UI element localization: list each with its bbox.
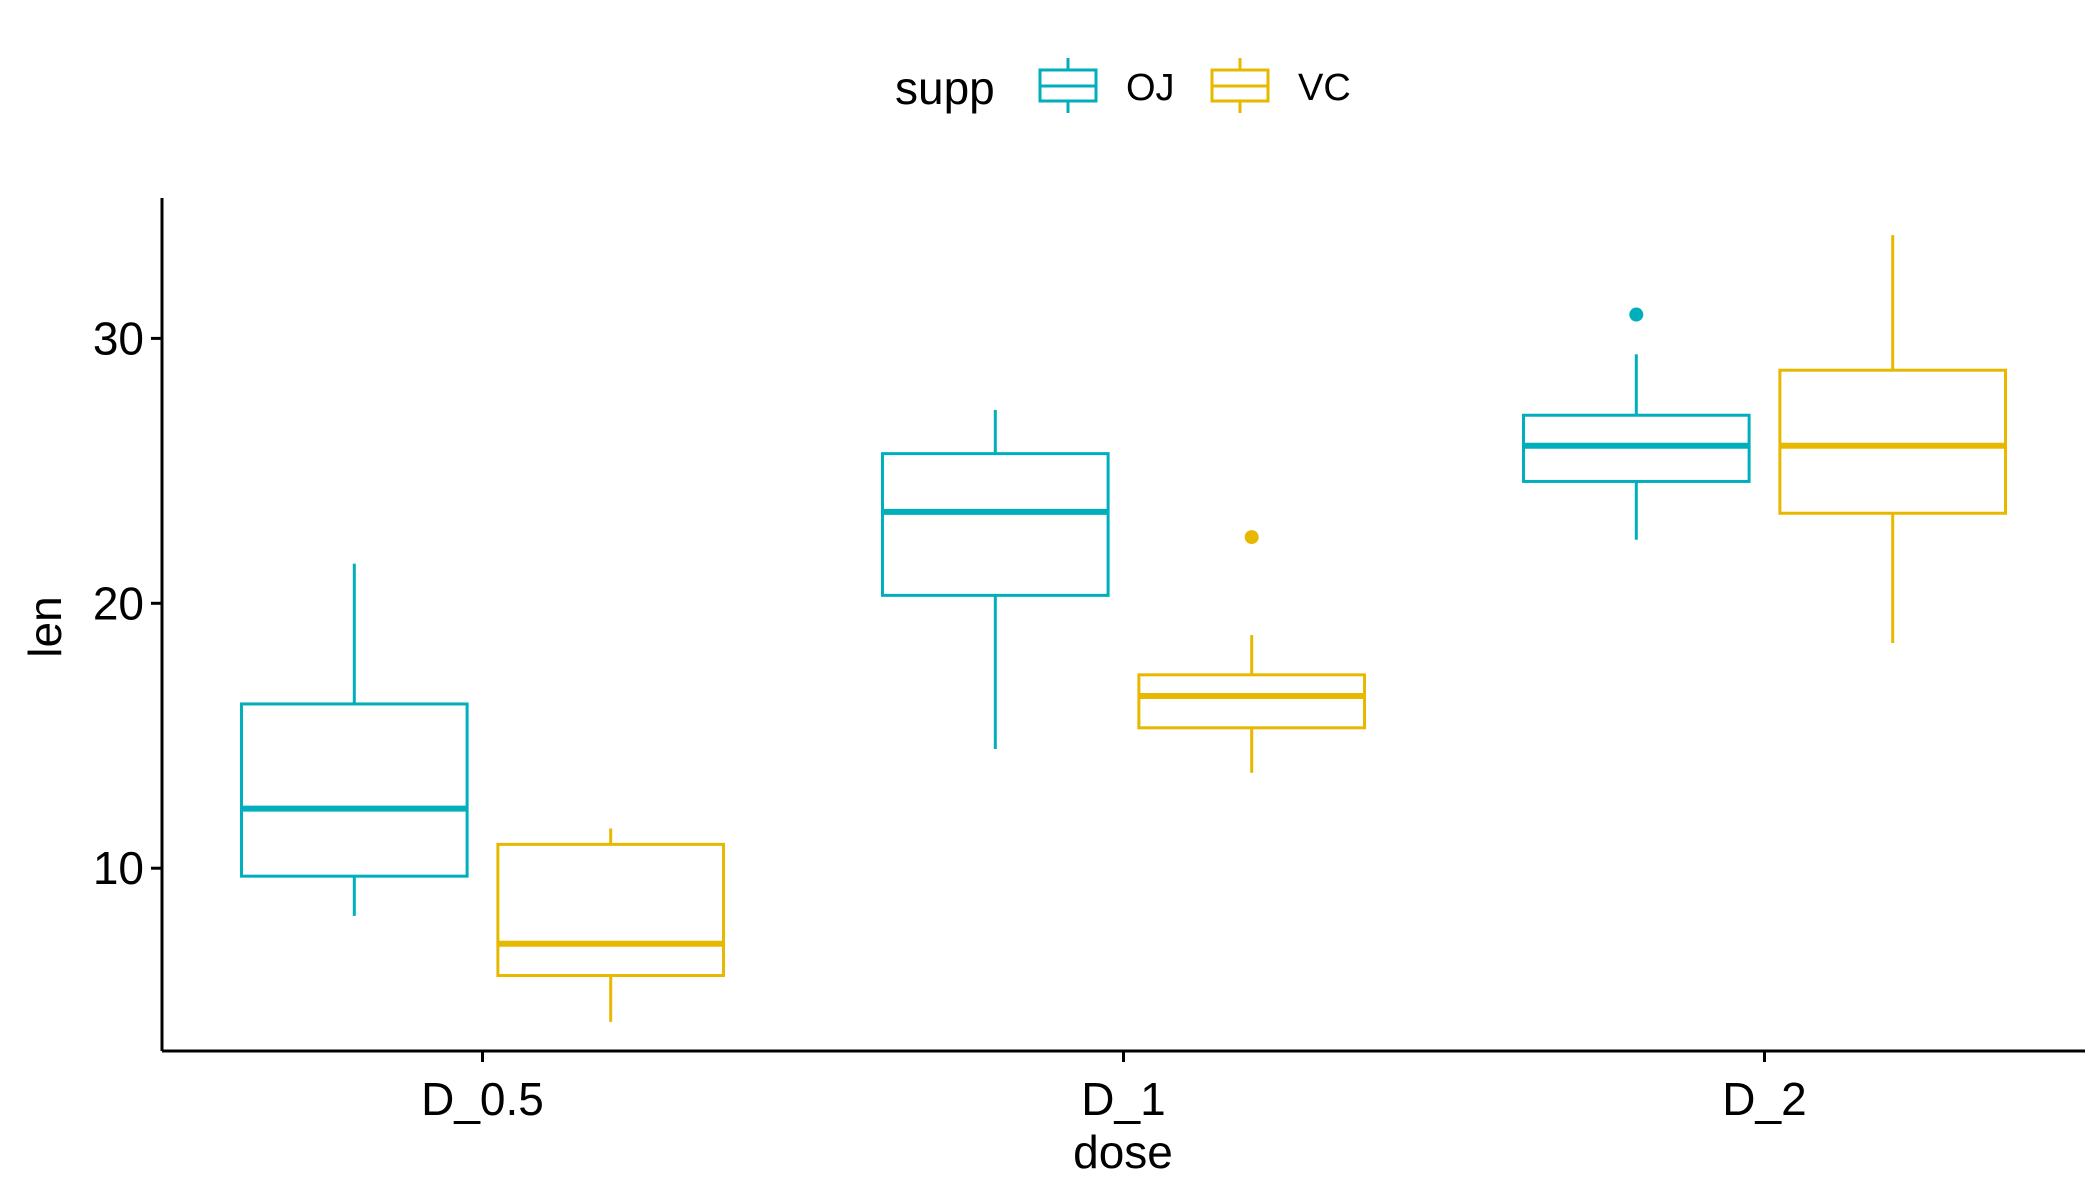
y-tick-label: 30 [93,312,144,364]
legend-title: supp [895,62,995,114]
legend-label: OJ [1126,67,1175,109]
x-tick-label: D_2 [1722,1073,1806,1125]
box-iqr [1778,368,2008,515]
y-tick-label: 20 [93,577,144,629]
x-tick-label: D_1 [1081,1073,1165,1125]
box-OJ-D_1 [880,409,1110,750]
y-axis-title: len [19,596,71,657]
box-OJ-D_0.5 [239,563,469,916]
box-iqr [239,702,469,878]
outlier-point [1244,530,1259,545]
x-tick-label: D_0.5 [421,1073,544,1125]
box-VC-D_2 [1778,235,2008,644]
y-tick-label: 10 [93,842,144,894]
box-iqr [880,452,1110,597]
x-axis-ticks: D_0.5 D_1 D_2 [421,1051,1807,1125]
box-iqr [496,842,726,978]
plot-area [239,235,2008,1022]
x-axis-title: dose [1073,1126,1173,1178]
legend-item-VC: VC [1210,58,1351,113]
legend: supp OJ VC [895,58,1351,114]
box-OJ-D_2 [1521,307,1751,540]
box-VC-D_0.5 [496,828,726,1022]
box-iqr [1137,673,1367,730]
y-axis-ticks: 10 20 30 [93,312,162,894]
outlier-point [1629,307,1644,322]
legend-items: OJ VC [1038,58,1351,113]
box-VC-D_1 [1137,530,1367,773]
legend-item-OJ: OJ [1038,58,1175,113]
legend-label: VC [1298,67,1351,109]
